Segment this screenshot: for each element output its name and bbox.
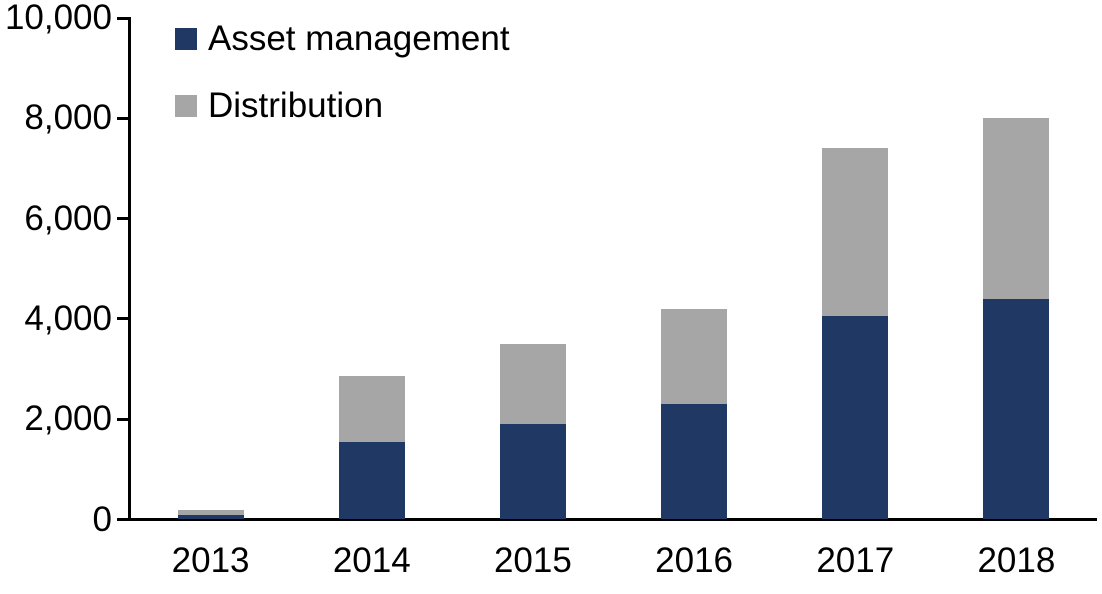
y-axis-tick-label: 0 <box>92 499 112 539</box>
y-axis-tick <box>117 317 130 321</box>
y-axis-line <box>128 16 131 521</box>
legend-label-distribution: Distribution <box>208 86 384 125</box>
bar-segment-2016-distribution <box>661 308 728 405</box>
y-axis-tick <box>117 518 130 521</box>
legend-swatch-asset-management <box>175 28 197 50</box>
legend-item-asset-management: Asset management <box>175 19 510 58</box>
legend-item-distribution: Distribution <box>175 86 510 125</box>
bar-segment-2017-asset-management <box>822 316 889 520</box>
bar-segment-2015-distribution <box>499 343 566 425</box>
y-axis-tick-label: 10,000 <box>4 0 112 37</box>
bar-segment-2018-distribution <box>983 118 1050 299</box>
bar-segment-2014-asset-management <box>338 441 405 520</box>
x-axis-label-2013: 2013 <box>171 541 250 580</box>
bar-segment-2017-distribution <box>822 148 889 317</box>
bar-segment-2013-asset-management <box>177 515 244 520</box>
y-axis-tick <box>117 217 130 221</box>
bar-segment-2014-distribution <box>338 375 405 442</box>
x-axis-label-2016: 2016 <box>655 541 734 580</box>
y-axis-tick <box>117 417 130 421</box>
x-axis-label-2018: 2018 <box>977 541 1056 580</box>
y-axis-tick <box>117 16 130 20</box>
bar-segment-2015-asset-management <box>499 424 566 520</box>
legend-label-asset-management: Asset management <box>208 19 510 58</box>
x-axis-label-2017: 2017 <box>816 541 895 580</box>
x-axis-label-2014: 2014 <box>332 541 411 580</box>
x-axis-line <box>128 518 1097 521</box>
y-axis-tick-label: 2,000 <box>24 399 112 439</box>
x-axis-label-2015: 2015 <box>493 541 572 580</box>
legend-swatch-distribution <box>175 95 197 117</box>
y-axis-tick-label: 4,000 <box>24 298 112 338</box>
bar-segment-2018-asset-management <box>983 298 1050 520</box>
y-axis-tick-label: 8,000 <box>24 98 112 138</box>
bar-segment-2016-asset-management <box>661 404 728 520</box>
y-axis-tick-label: 6,000 <box>24 198 112 238</box>
legend: Asset management Distribution <box>175 19 510 161</box>
bar-segment-2013-distribution <box>177 510 244 516</box>
y-axis-tick <box>117 116 130 120</box>
